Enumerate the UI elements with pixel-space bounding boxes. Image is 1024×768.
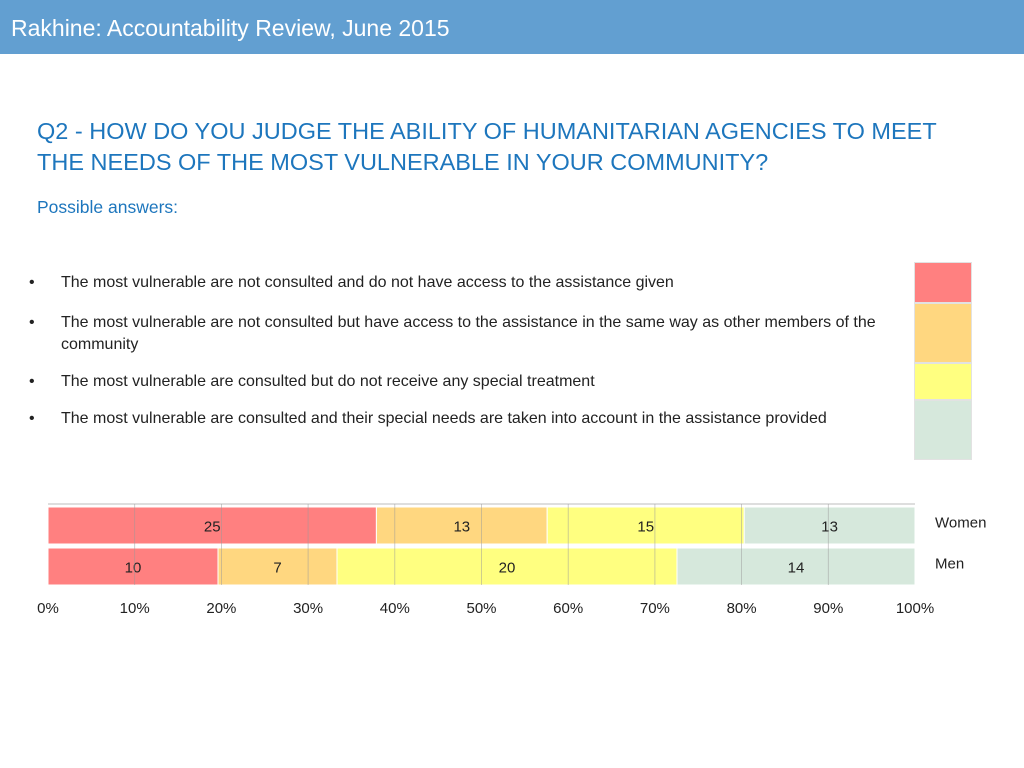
bar-segment xyxy=(546,506,745,545)
bullet: • xyxy=(29,410,35,427)
answer-text: The most vulnerable are not consulted an… xyxy=(61,274,674,291)
bar-segment xyxy=(336,547,678,586)
x-tick-label: 100% xyxy=(896,600,934,617)
bar-value-label: 13 xyxy=(821,519,838,536)
bar-segment xyxy=(743,506,916,545)
x-tick-label: 20% xyxy=(206,600,236,617)
answer-text: The most vulnerable are consulted and th… xyxy=(61,410,827,427)
header-title: Rakhine: Accountability Review, June 201… xyxy=(11,15,450,41)
answer-text: The most vulnerable are consulted but do… xyxy=(61,373,595,390)
bar-value-label: 14 xyxy=(788,560,805,577)
swatch-not-consulted-no-access xyxy=(914,262,972,303)
bar-value-label: 7 xyxy=(273,560,281,577)
swatch-consulted-special-needs xyxy=(914,400,972,460)
category-label: Men xyxy=(935,556,964,573)
bar-segment xyxy=(217,547,338,586)
bar-value-label: 15 xyxy=(637,519,654,536)
bar-value-label: 25 xyxy=(204,519,221,536)
header-bar: Rakhine: Accountability Review, June 201… xyxy=(0,0,1024,54)
bar-value-label: 13 xyxy=(453,519,470,536)
question-title: Q2 - HOW DO YOU JUDGE THE ABILITY OF HUM… xyxy=(37,118,937,175)
answer-text: The most vulnerable are not consulted bu… xyxy=(61,314,876,353)
x-tick-label: 60% xyxy=(553,600,583,617)
category-label: Women xyxy=(935,515,986,532)
bullet: • xyxy=(29,373,35,390)
x-tick-label: 30% xyxy=(293,600,323,617)
bar-segment xyxy=(47,547,219,586)
x-tick-label: 70% xyxy=(640,600,670,617)
x-tick-label: 80% xyxy=(727,600,757,617)
bar-segment xyxy=(47,506,377,545)
x-tick-label: 50% xyxy=(466,600,496,617)
swatch-not-consulted-access xyxy=(914,303,972,363)
bullet: • xyxy=(29,314,35,331)
swatch-consulted-no-special xyxy=(914,363,972,400)
stacked-bar-chart: 25 13 15 13 Women 10 7 20 14 Men 0% 10% 20% 30% 40% 50%… xyxy=(37,503,986,617)
bar-value-label: 10 xyxy=(125,560,142,577)
x-tick-label: 90% xyxy=(813,600,843,617)
x-tick-label: 0% xyxy=(37,600,59,617)
bar-value-label: 20 xyxy=(499,560,516,577)
x-tick-label: 40% xyxy=(380,600,410,617)
bar-segment xyxy=(375,506,548,545)
bullet: • xyxy=(29,274,35,291)
bar-segment xyxy=(676,547,916,586)
x-tick-label: 10% xyxy=(120,600,150,617)
possible-answers-label: Possible answers: xyxy=(37,197,179,217)
